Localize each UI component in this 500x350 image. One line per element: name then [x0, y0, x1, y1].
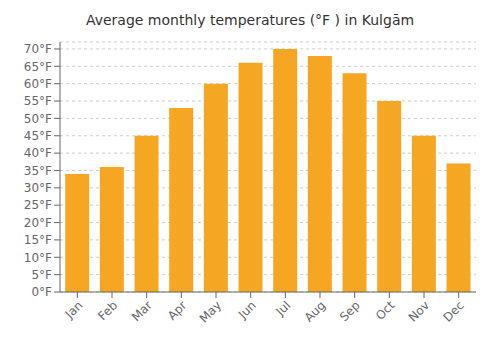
svg-text:30°F: 30°F [24, 181, 52, 195]
svg-text:Dec: Dec [440, 298, 466, 324]
svg-text:10°F: 10°F [24, 251, 52, 265]
html-text:Average monthly temperatures (: Average monthly temperatures (°F ) in Ku… [85, 12, 415, 28]
svg-text:35°F: 35°F [24, 164, 52, 178]
svg-text:Jun: Jun [235, 298, 259, 322]
svg-text:65°F: 65°F [24, 60, 52, 74]
svg-text:Mar: Mar [129, 298, 155, 324]
svg-text:70°F: 70°F [24, 42, 52, 56]
svg-text:60°F: 60°F [24, 77, 52, 91]
svg-text:40°F: 40°F [24, 146, 52, 160]
svg-text:Sep: Sep [337, 298, 363, 324]
svg-text:Apr: Apr [165, 298, 190, 323]
svg-text:May: May [197, 298, 224, 325]
svg-text:Feb: Feb [95, 298, 120, 323]
svg-text:15°F: 15°F [24, 233, 52, 247]
svg-text:Jan: Jan [62, 298, 86, 322]
svg-text:0°F: 0°F [31, 285, 52, 299]
svg-text:5°F: 5°F [31, 268, 52, 282]
svg-text:45°F: 45°F [24, 129, 52, 143]
svg-text:50°F: 50°F [24, 112, 52, 126]
svg-text:55°F: 55°F [24, 94, 52, 108]
svg-text:Oct: Oct [373, 298, 398, 323]
svg-text:25°F: 25°F [24, 198, 52, 212]
svg-text:Nov: Nov [406, 298, 432, 324]
svg-text:Aug: Aug [302, 298, 328, 324]
svg-text:20°F: 20°F [24, 216, 52, 230]
svg-text:Jul: Jul [273, 298, 294, 319]
